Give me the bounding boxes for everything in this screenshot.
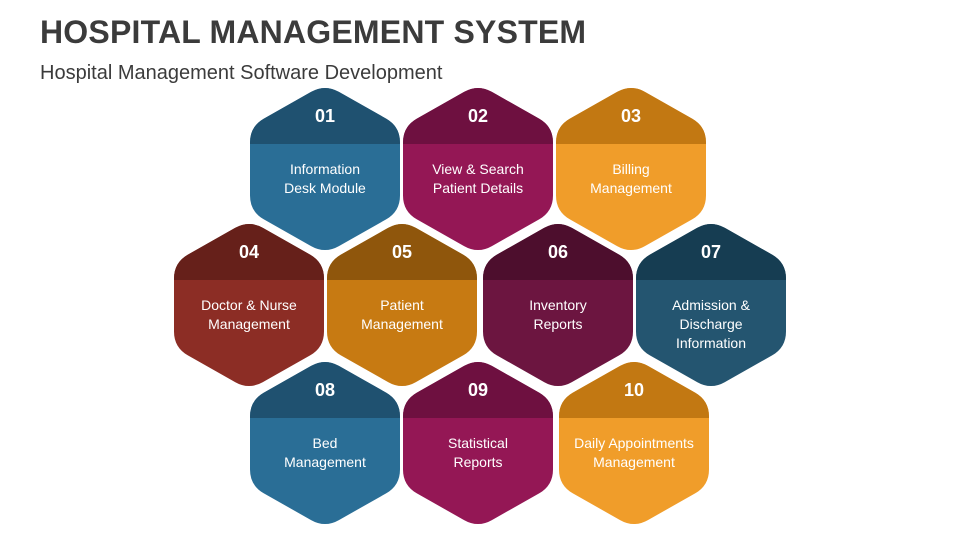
module-label: Inventory Reports	[529, 297, 587, 332]
module-number: 10	[623, 380, 645, 400]
hexagon-shape	[636, 223, 786, 387]
hexagon-shape	[483, 223, 633, 387]
hexagon-module-03: 03 Billing Management	[556, 84, 706, 254]
hexagon-module-05: 05 Patient Management	[327, 220, 477, 390]
module-label: Information Desk Module	[284, 161, 366, 196]
hexagon-module-01: 01 Information Desk Module	[250, 84, 400, 254]
module-label: Statistical Reports	[448, 435, 508, 470]
module-number: 04	[238, 242, 260, 262]
hexagon-shape	[174, 223, 324, 387]
hexagon-shape	[556, 87, 706, 251]
page-subtitle: Hospital Management Software Development	[40, 62, 443, 84]
module-label: Daily Appointments Management	[574, 435, 694, 470]
hexagon-shape	[250, 87, 400, 251]
module-number: 07	[700, 242, 722, 262]
module-number: 01	[314, 106, 336, 126]
hexagon-shape	[403, 361, 553, 525]
module-number: 03	[620, 106, 642, 126]
module-number: 08	[314, 380, 336, 400]
module-number: 09	[467, 380, 489, 400]
module-number: 06	[547, 242, 569, 262]
hexagon-shape	[403, 87, 553, 251]
hexagon-module-02: 02 View & Search Patient Details	[403, 84, 553, 254]
module-number: 05	[391, 242, 413, 262]
page-title: HOSPITAL MANAGEMENT SYSTEM	[40, 14, 587, 50]
hexagon-module-10: 10 Daily Appointments Management	[559, 358, 709, 528]
hexagon-module-08: 08 Bed Management	[250, 358, 400, 528]
module-label: Bed Management	[284, 435, 366, 470]
module-label: Billing Management	[590, 161, 672, 196]
hexagon-module-07: 07 Admission & Discharge Information	[636, 220, 786, 390]
hexagon-shape	[250, 361, 400, 525]
module-number: 02	[467, 106, 489, 126]
module-label: Doctor & Nurse Management	[201, 297, 297, 332]
hexagon-module-09: 09 Statistical Reports	[403, 358, 553, 528]
hexagon-module-04: 04 Doctor & Nurse Management	[174, 220, 324, 390]
module-label: Admission & Discharge Information	[672, 297, 750, 351]
hexagon-shape	[327, 223, 477, 387]
hexagon-module-06: 06 Inventory Reports	[483, 220, 633, 390]
hexagon-shape	[559, 361, 709, 525]
module-label: Patient Management	[361, 297, 443, 332]
module-label: View & Search Patient Details	[432, 161, 524, 196]
